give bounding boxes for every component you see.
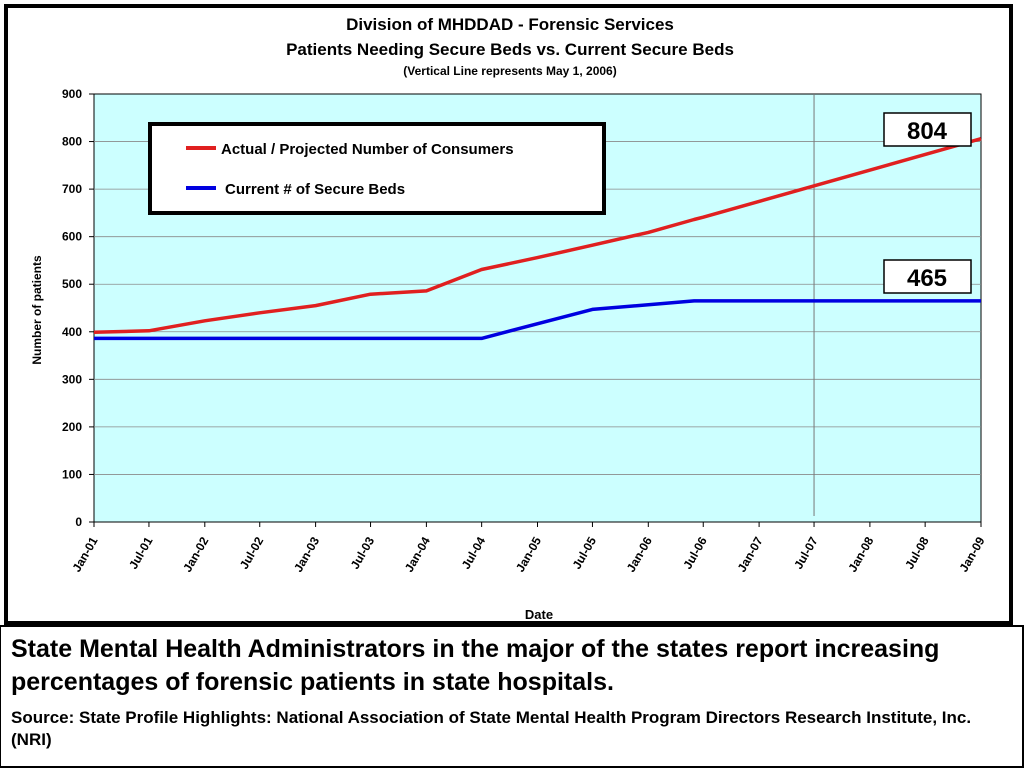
chart-frame: Division of MHDDAD - Forensic Services P… [4,4,1013,625]
x-tick-label: Jan-03 [291,534,322,574]
x-axis-label: Date [525,607,553,621]
y-tick-label: 300 [62,372,82,386]
chart-legend: Actual / Projected Number of Consumers C… [148,122,606,215]
x-tick-label: Jan-06 [624,534,655,574]
legend-label-actual: Actual / Projected Number of Consumers [221,141,514,158]
y-tick-label: 200 [62,420,82,434]
end-label-beds-box [883,259,972,294]
series-line-actual [93,137,982,335]
end-label-beds: 465 [883,259,972,294]
x-tick-label: Jan-09 [956,534,987,574]
end-label-actual-value: 804 [907,118,948,145]
gridlines [94,94,981,516]
x-tick-label: Jan-08 [845,534,876,574]
chart-title: Division of MHDDAD - Forensic Services [346,15,674,34]
end-label-beds-value: 465 [907,265,947,292]
y-tick-label: 600 [62,230,82,244]
x-tick-label: Jul-07 [791,534,821,571]
x-tick-label: Jul-06 [680,534,710,571]
x-tick-label: Jul-05 [570,534,600,571]
x-tick-label: Jan-05 [513,534,544,574]
y-axis-label: Number of patients [30,255,44,365]
y-tick-label: 700 [62,182,82,196]
y-tick-label: 500 [62,277,82,291]
x-tick-label: Jan-04 [402,534,433,574]
x-tick-label: Jan-02 [180,534,211,574]
y-tick-label: 100 [62,467,82,481]
line-chart: Division of MHDDAD - Forensic Services P… [30,15,988,621]
x-tick-label: Jul-01 [126,534,156,571]
x-tick-label: Jul-04 [459,534,489,571]
chart-note: (Vertical Line represents May 1, 2006) [403,64,616,78]
chart-subtitle: Patients Needing Secure Beds vs. Current… [286,40,734,59]
caption-box: State Mental Health Administrators in th… [0,625,1024,768]
y-tick-label: 900 [62,87,82,101]
legend-box [148,122,606,215]
caption-headline: State Mental Health Administrators in th… [11,635,940,696]
series-line-beds [94,299,981,341]
legend-label-beds: Current # of Secure Beds [225,181,405,198]
end-label-actual: 804 [883,112,972,147]
x-tick-label: Jul-02 [237,534,267,571]
y-tick-label: 800 [62,135,82,149]
end-label-actual-box [883,112,972,147]
x-tick-label: Jan-01 [69,534,100,574]
y-tick-label: 0 [75,515,82,529]
series-lines [93,137,982,341]
x-tick-label: Jan-07 [735,534,766,574]
y-tick-label: 400 [62,325,82,339]
caption-source: Source: State Profile Highlights: Nation… [11,708,972,749]
x-tick-label: Jul-03 [348,534,378,571]
x-tick-label: Jul-08 [902,534,932,571]
